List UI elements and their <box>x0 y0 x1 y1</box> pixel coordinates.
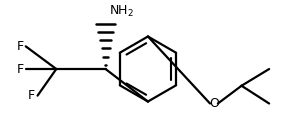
Text: O: O <box>209 97 219 110</box>
Text: NH$_2$: NH$_2$ <box>108 4 133 19</box>
Text: F: F <box>16 40 24 53</box>
Text: F: F <box>28 89 35 102</box>
Text: F: F <box>16 62 24 75</box>
